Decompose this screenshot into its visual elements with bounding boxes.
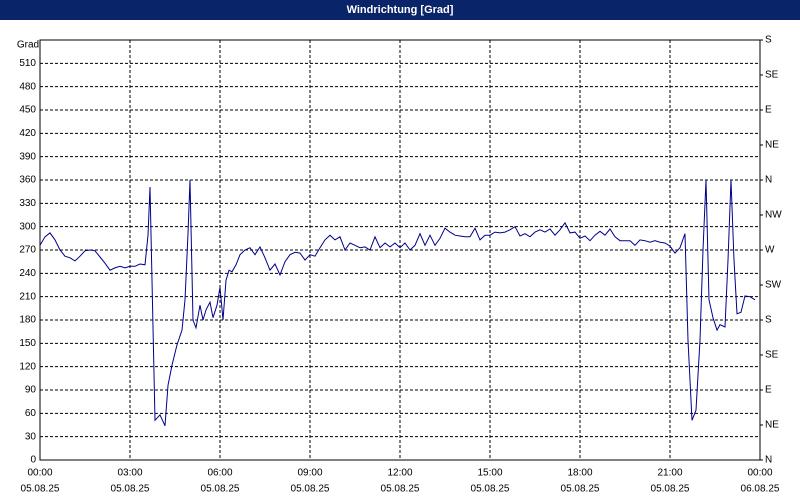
- y-tick-label: 390: [19, 151, 36, 162]
- x-tick-date: 06.08.25: [741, 484, 780, 495]
- x-tick-label: 18:00: [567, 468, 592, 479]
- y2-tick-label: NE: [765, 140, 779, 151]
- y-axis-label: Grad: [17, 40, 39, 51]
- y-tick-label: 180: [19, 315, 36, 326]
- y2-tick-label: NW: [765, 210, 782, 221]
- y-tick-label: 360: [19, 175, 36, 186]
- y-tick-label: 330: [19, 198, 36, 209]
- y-tick-label: 210: [19, 291, 36, 302]
- y-tick-label: 0: [30, 455, 36, 466]
- y-tick-label: 450: [19, 105, 36, 116]
- y2-tick-label: NE: [765, 420, 779, 431]
- x-tick-date: 05.08.25: [111, 484, 150, 495]
- x-tick-date: 05.08.25: [21, 484, 60, 495]
- x-tick-date: 05.08.25: [651, 484, 690, 495]
- x-tick-date: 05.08.25: [381, 484, 420, 495]
- x-tick-label: 03:00: [117, 468, 142, 479]
- y2-tick-label: N: [765, 175, 772, 186]
- x-tick-date: 05.08.25: [471, 484, 510, 495]
- x-tick-label: 15:00: [477, 468, 502, 479]
- y-tick-label: 150: [19, 338, 36, 349]
- y2-tick-label: SW: [765, 280, 782, 291]
- data-line: [39, 179, 756, 427]
- x-tick-label: 12:00: [387, 468, 412, 479]
- y-tick-label: 60: [25, 408, 37, 419]
- y-tick-label: 420: [19, 128, 36, 139]
- x-tick-date: 05.08.25: [291, 484, 330, 495]
- y-tick-label: 300: [19, 221, 36, 232]
- y2-tick-label: SE: [765, 70, 779, 81]
- y-tick-label: 120: [19, 361, 36, 372]
- y-tick-label: 270: [19, 245, 36, 256]
- y-tick-label: 510: [19, 58, 36, 69]
- x-tick-label: 00:00: [27, 468, 52, 479]
- y-tick-label: 30: [25, 431, 37, 442]
- chart-title: Windrichtung [Grad]: [347, 4, 454, 16]
- y2-tick-label: N: [765, 455, 772, 466]
- x-tick-date: 05.08.25: [561, 484, 600, 495]
- y2-tick-label: E: [765, 105, 772, 116]
- y2-tick-label: S: [765, 35, 772, 46]
- y2-tick-label: S: [765, 315, 772, 326]
- x-tick-label: 00:00: [747, 468, 772, 479]
- title-bar: [0, 0, 800, 20]
- y2-tick-label: SE: [765, 350, 779, 361]
- y-tick-label: 480: [19, 81, 36, 92]
- y2-tick-label: W: [765, 245, 775, 256]
- x-tick-label: 09:00: [297, 468, 322, 479]
- x-tick-label: 21:00: [657, 468, 682, 479]
- y-tick-label: 240: [19, 268, 36, 279]
- y-tick-label: 90: [25, 385, 37, 396]
- y2-tick-label: E: [765, 385, 772, 396]
- x-tick-date: 05.08.25: [201, 484, 240, 495]
- x-tick-label: 06:00: [207, 468, 232, 479]
